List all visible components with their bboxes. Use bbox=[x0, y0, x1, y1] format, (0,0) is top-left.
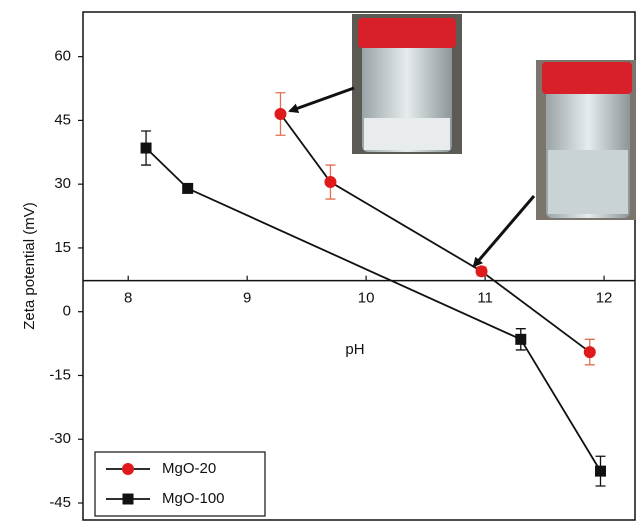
x-tick-label: 8 bbox=[124, 290, 132, 307]
legend-marker bbox=[122, 463, 134, 475]
x-axis-label: pH bbox=[345, 341, 364, 358]
legend-box bbox=[94, 451, 266, 517]
arrow bbox=[472, 195, 536, 268]
data-point bbox=[475, 265, 488, 278]
photo-1 bbox=[352, 14, 462, 154]
y-tick-label: -45 bbox=[49, 494, 71, 511]
y-tick-label: -30 bbox=[49, 430, 71, 447]
x-tick-label: 9 bbox=[243, 290, 251, 307]
series-line bbox=[279, 113, 591, 353]
data-point bbox=[274, 108, 287, 121]
series-line bbox=[145, 147, 602, 472]
y-tick-label: -15 bbox=[49, 366, 71, 383]
arrow bbox=[288, 86, 355, 113]
data-point bbox=[515, 333, 527, 345]
data-point bbox=[140, 142, 152, 154]
y-tick-label: 15 bbox=[54, 239, 71, 256]
data-point bbox=[583, 346, 596, 359]
data-point bbox=[324, 176, 337, 189]
x-tick-label: 12 bbox=[596, 290, 613, 307]
y-axis-label: Zeta potential (mV) bbox=[21, 202, 38, 330]
y-tick-label: 60 bbox=[54, 48, 71, 65]
x-tick-label: 10 bbox=[358, 290, 375, 307]
photo-2 bbox=[536, 60, 636, 220]
y-tick-label: 45 bbox=[54, 111, 71, 128]
legend-label: MgO-20 bbox=[162, 460, 216, 477]
data-point bbox=[595, 465, 606, 477]
y-tick-label: 30 bbox=[54, 175, 71, 192]
legend-label: MgO-100 bbox=[162, 490, 225, 507]
legend: MgO-20 MgO-100 bbox=[94, 451, 266, 517]
plot-area: -45 -30 -15 0 15 30 45 60 8 9 10 11 12 bbox=[49, 48, 635, 511]
y-tick-label: 0 bbox=[63, 303, 71, 320]
legend-marker bbox=[122, 493, 134, 505]
x-tick-label: 11 bbox=[477, 290, 493, 307]
data-point bbox=[182, 182, 194, 194]
plot-frame bbox=[82, 11, 636, 521]
